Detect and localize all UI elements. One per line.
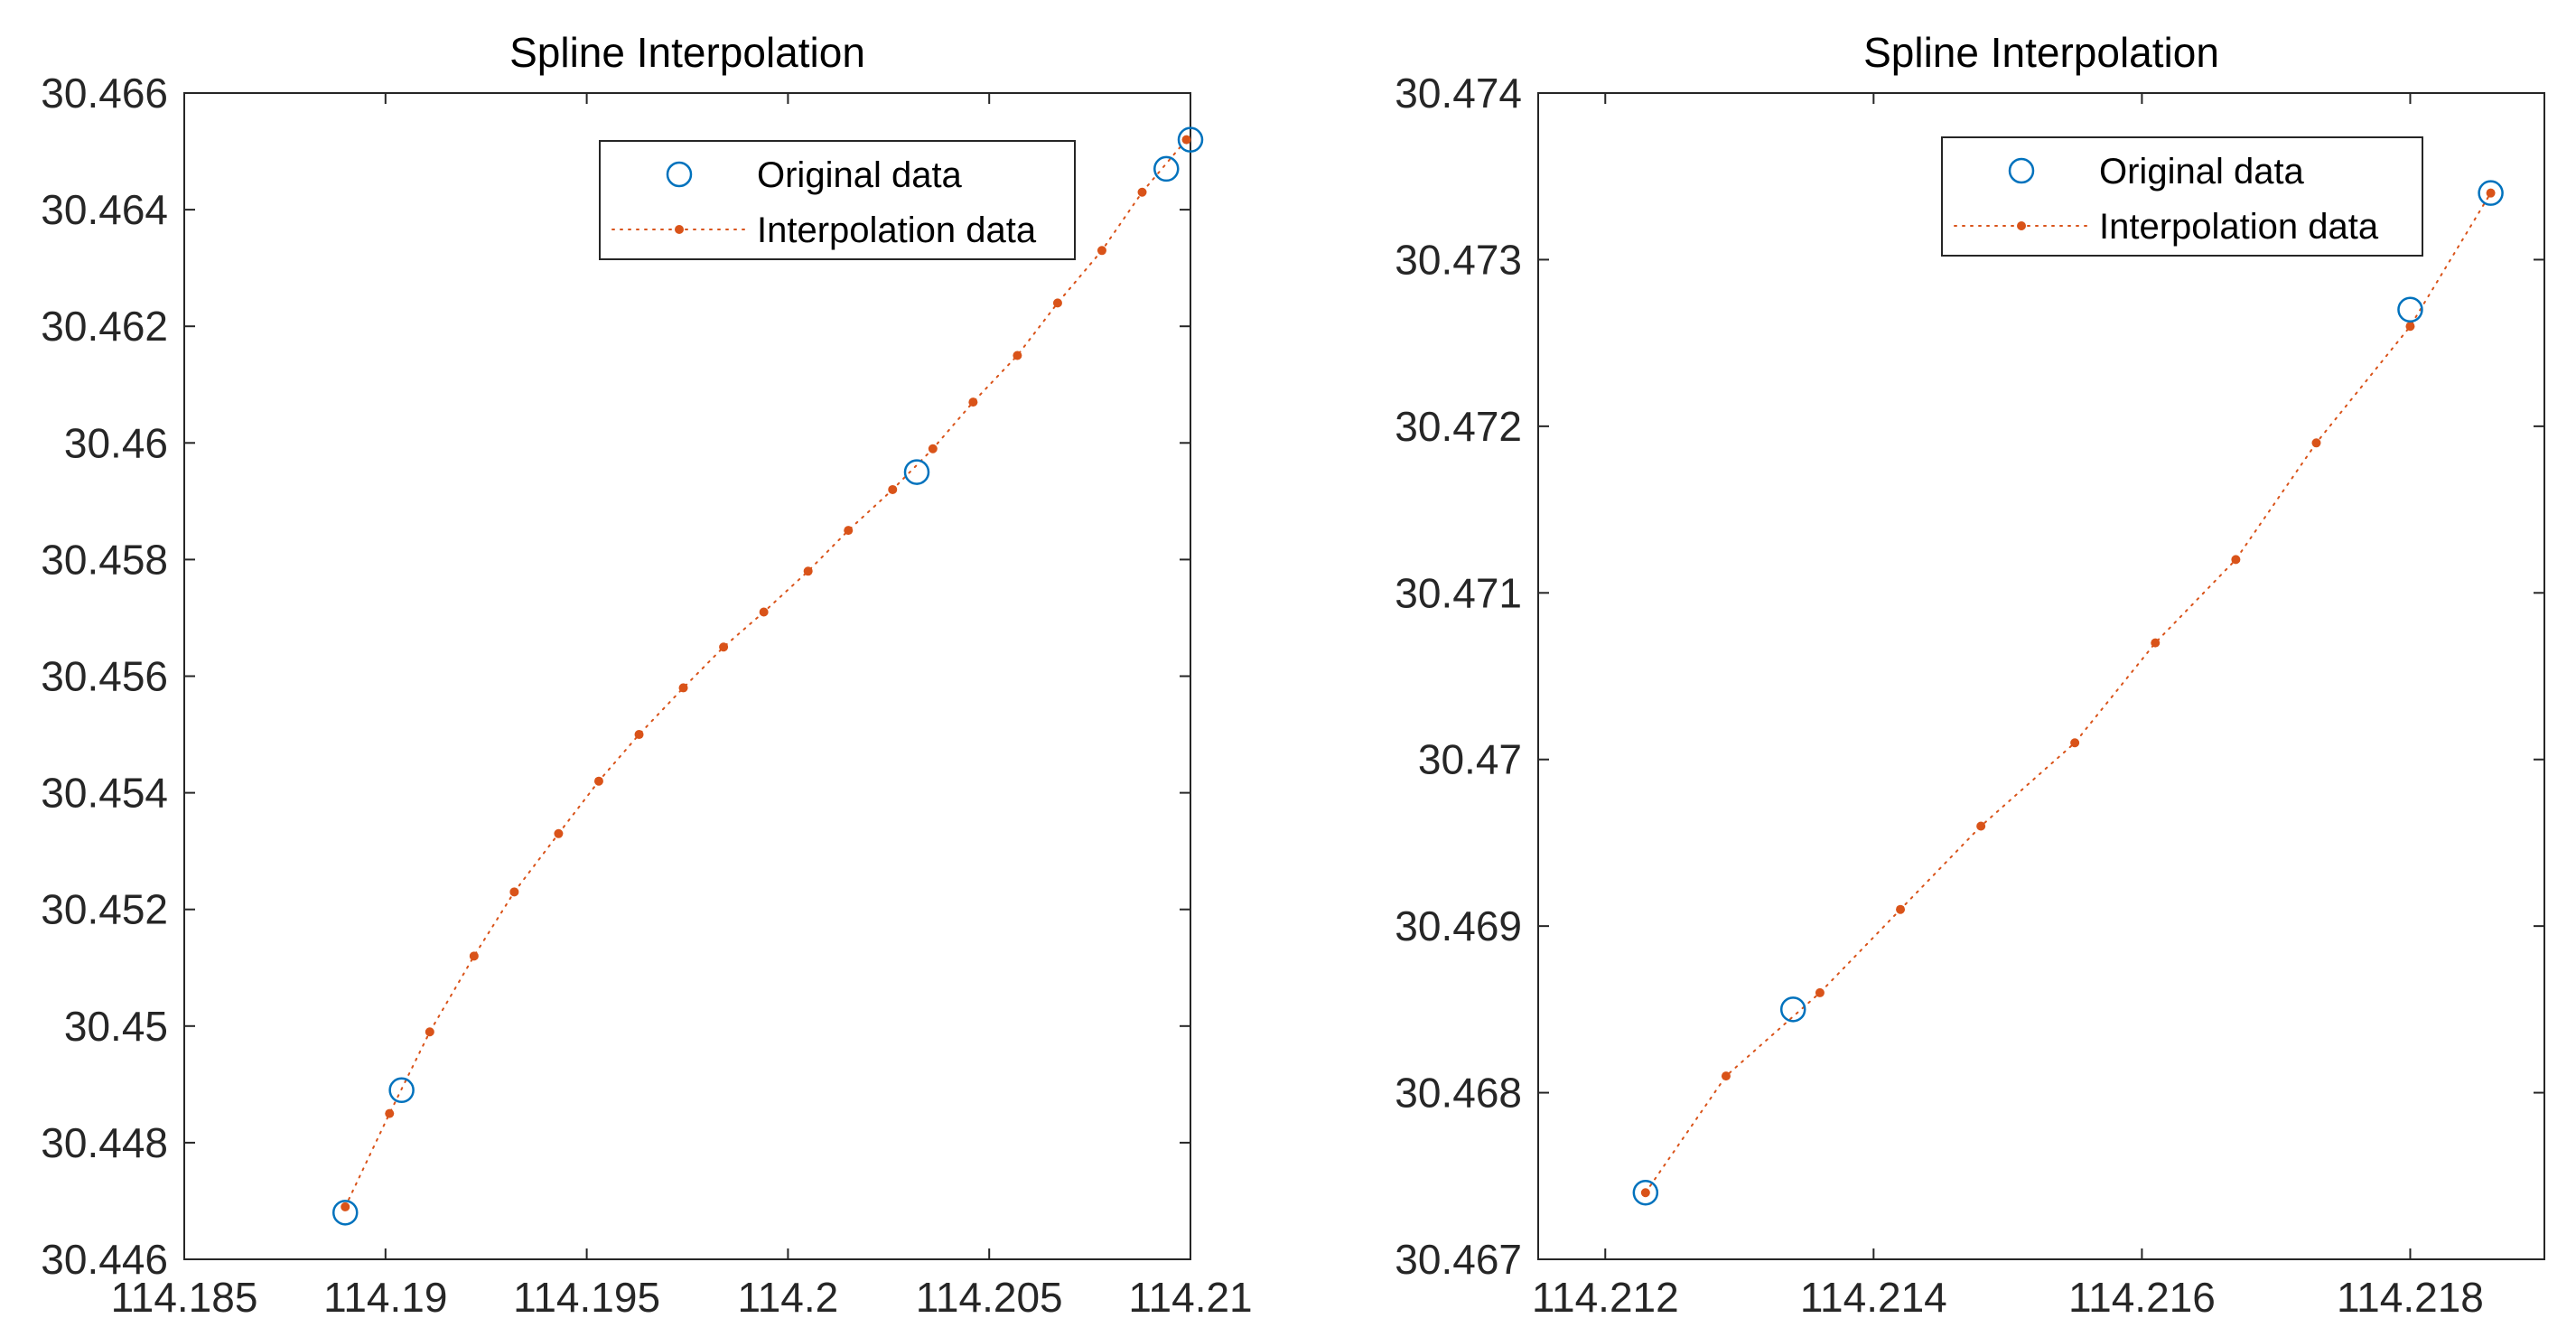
plot-area-box bbox=[1537, 92, 2545, 1260]
original-data-point bbox=[903, 459, 930, 485]
interpolation-point bbox=[341, 1201, 350, 1211]
interpolation-point bbox=[1976, 821, 1986, 831]
interpolation-point bbox=[1721, 1071, 1731, 1081]
interpolation-point bbox=[2311, 438, 2321, 448]
y-tick-label: 30.454 bbox=[41, 770, 168, 817]
x-tick-label: 114.19 bbox=[323, 1274, 447, 1321]
x-tick-label: 114.195 bbox=[513, 1274, 660, 1321]
interpolation-point bbox=[803, 566, 813, 576]
legend: Original data Interpolation data bbox=[1941, 136, 2423, 257]
x-tick-label: 114.212 bbox=[1532, 1274, 1679, 1321]
legend: Original data Interpolation data bbox=[599, 140, 1076, 260]
original-data-point bbox=[331, 1200, 359, 1226]
y-tick-label: 30.458 bbox=[41, 536, 168, 583]
interpolation-point bbox=[593, 776, 603, 786]
legend-interp-label: Interpolation data bbox=[2099, 207, 2379, 247]
original-data-point bbox=[1177, 126, 1204, 153]
y-tick-label: 30.469 bbox=[1395, 902, 1522, 949]
chart-right: Spline Interpolation 114.212 114.214 114.21… bbox=[1395, 29, 2545, 1321]
interpolation-point bbox=[2405, 322, 2415, 332]
interpolation-point bbox=[1137, 187, 1147, 197]
legend-interp-marker bbox=[675, 225, 684, 234]
interpolation-point bbox=[844, 526, 854, 536]
legend-original-label: Original data bbox=[757, 155, 963, 195]
original-data-point bbox=[2478, 180, 2504, 206]
x-tick-label: 114.216 bbox=[2068, 1274, 2216, 1321]
interpolation-point bbox=[719, 642, 729, 652]
y-tick-label: 30.46 bbox=[64, 419, 168, 466]
original-data-point bbox=[388, 1077, 415, 1104]
interpolation-point bbox=[634, 730, 644, 740]
y-tick-label: 30.45 bbox=[64, 1003, 168, 1050]
interpolation-point bbox=[509, 887, 519, 897]
x-tick-label: 114.185 bbox=[111, 1274, 258, 1321]
y-tick-label: 30.466 bbox=[41, 70, 168, 117]
y-tick-label: 30.474 bbox=[1395, 70, 1522, 117]
interpolation-point bbox=[2231, 555, 2241, 565]
chart-left: Spline Interpolation 114.185 114.19 114.195… bbox=[41, 29, 1252, 1321]
interpolation-point bbox=[469, 951, 479, 961]
original-data-point bbox=[1153, 155, 1180, 182]
interpolation-point bbox=[385, 1108, 395, 1118]
legend-original-marker bbox=[2008, 157, 2035, 184]
y-tick-label: 30.472 bbox=[1395, 403, 1522, 450]
y-tick-label: 30.471 bbox=[1395, 569, 1522, 616]
y-tick-label: 30.456 bbox=[41, 653, 168, 700]
x-tick-label: 114.2 bbox=[738, 1274, 839, 1321]
interpolation-point bbox=[1896, 904, 1906, 914]
x-tick-label: 114.21 bbox=[1128, 1274, 1252, 1321]
interpolation-point bbox=[678, 683, 688, 693]
legend-interp-label: Interpolation data bbox=[757, 210, 1037, 250]
interpolation-point bbox=[2486, 188, 2496, 198]
interpolation-point bbox=[968, 397, 978, 407]
interpolation-point bbox=[1181, 135, 1191, 145]
interpolation-point bbox=[928, 444, 938, 453]
interpolation-point bbox=[888, 484, 898, 494]
interpolation-point bbox=[425, 1027, 434, 1037]
y-tick-label: 30.446 bbox=[41, 1236, 168, 1283]
y-tick-label: 30.47 bbox=[1418, 736, 1522, 783]
y-tick-label: 30.468 bbox=[1395, 1070, 1522, 1117]
interpolation-point bbox=[759, 607, 769, 617]
original-data-point bbox=[1779, 996, 1806, 1023]
y-tick-label: 30.462 bbox=[41, 303, 168, 350]
y-tick-label: 30.464 bbox=[41, 186, 168, 233]
x-tick-label: 114.205 bbox=[916, 1274, 1063, 1321]
y-tick-label: 30.473 bbox=[1395, 236, 1522, 283]
legend-box bbox=[1941, 136, 2423, 257]
interpolation-point bbox=[1013, 351, 1022, 360]
chart-title: Spline Interpolation bbox=[509, 29, 865, 76]
interpolation-point bbox=[2151, 638, 2161, 648]
y-tick-label: 30.467 bbox=[1395, 1236, 1522, 1283]
legend-original-label: Original data bbox=[2099, 152, 2305, 192]
original-data-point bbox=[1632, 1179, 1659, 1206]
legend-box bbox=[599, 140, 1076, 260]
interpolation-point bbox=[1052, 298, 1062, 308]
y-tick-label: 30.452 bbox=[41, 886, 168, 933]
interpolation-point bbox=[2070, 738, 2080, 748]
interpolation-point bbox=[1815, 987, 1825, 997]
original-data-point bbox=[2397, 296, 2423, 323]
interpolation-point bbox=[554, 828, 564, 838]
legend-original-marker bbox=[666, 161, 693, 188]
x-tick-label: 114.218 bbox=[2337, 1274, 2484, 1321]
x-tick-label: 114.214 bbox=[1800, 1274, 1947, 1321]
interpolation-point bbox=[1097, 246, 1106, 256]
chart-title: Spline Interpolation bbox=[1863, 29, 2219, 76]
y-tick-label: 30.448 bbox=[41, 1119, 168, 1166]
interpolation-point bbox=[1640, 1188, 1650, 1198]
legend-interp-marker bbox=[2017, 221, 2026, 230]
